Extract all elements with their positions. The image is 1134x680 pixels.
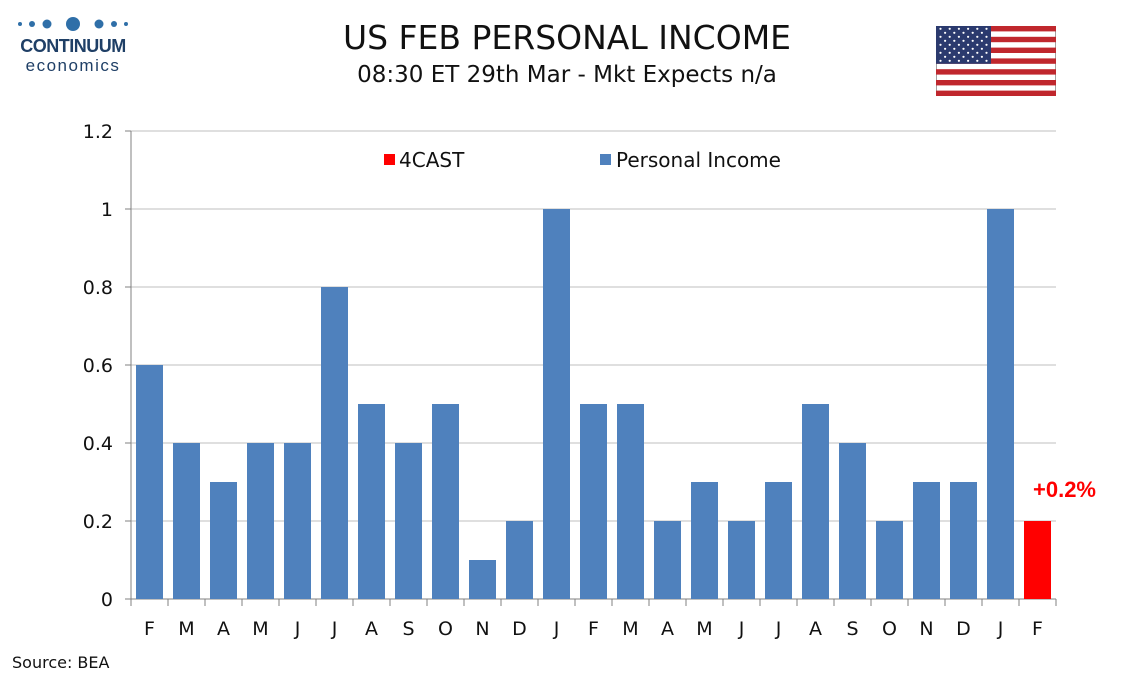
- x-tick-label: N: [475, 618, 489, 640]
- x-tick-label: A: [661, 618, 674, 640]
- x-tick-label: J: [738, 618, 745, 640]
- x-tick-label: S: [846, 618, 858, 640]
- continuum-logo: CONTINUUM economics: [14, 14, 134, 75]
- legend-label-4cast: 4CAST: [399, 148, 465, 172]
- x-tick-label: O: [882, 618, 897, 640]
- x-tick-label: A: [217, 618, 230, 640]
- bar-personal-income: [432, 404, 459, 599]
- logo-dots-icon: [18, 17, 128, 31]
- x-tick-label: F: [144, 618, 155, 640]
- x-tick-label: D: [956, 618, 971, 640]
- x-tick-label: M: [696, 618, 712, 640]
- legend-label-personal-income: Personal Income: [616, 148, 781, 172]
- y-tick-label: 0.2: [83, 511, 113, 533]
- x-tick-label: N: [919, 618, 933, 640]
- us-flag-icon: [936, 26, 1056, 96]
- bar-personal-income: [321, 287, 348, 599]
- x-tick-label: J: [294, 618, 301, 640]
- bar-personal-income: [617, 404, 644, 599]
- bar-personal-income: [876, 521, 903, 599]
- bar-personal-income: [950, 482, 977, 599]
- x-tick-label: O: [438, 618, 453, 640]
- x-tick-label: J: [331, 618, 338, 640]
- x-tick-label: A: [809, 618, 822, 640]
- x-tick-label: S: [402, 618, 414, 640]
- x-tick-label: J: [997, 618, 1004, 640]
- logo-name: CONTINUUM: [20, 36, 126, 56]
- legend-swatch-4cast: [384, 154, 395, 165]
- y-tick-label: 1.2: [83, 121, 113, 143]
- y-tick-label: 0.8: [83, 277, 113, 299]
- page-title: US FEB PERSONAL INCOME: [342, 18, 792, 57]
- y-tick-label: 1: [101, 199, 113, 221]
- y-tick-label: 0.4: [83, 433, 113, 455]
- bar-personal-income: [136, 365, 163, 599]
- x-tick-label: M: [622, 618, 638, 640]
- bar-personal-income: [173, 443, 200, 599]
- logo-subtitle: economics: [25, 56, 121, 75]
- bar-personal-income: [802, 404, 829, 599]
- bar-personal-income: [987, 209, 1014, 599]
- y-tick-label: 0: [101, 589, 113, 611]
- source-note: Source: BEA: [12, 653, 110, 672]
- bar-personal-income: [839, 443, 866, 599]
- x-tick-label: F: [588, 618, 599, 640]
- bar-personal-income: [654, 521, 681, 599]
- bar-personal-income: [358, 404, 385, 599]
- bar-personal-income: [580, 404, 607, 599]
- bar-personal-income: [284, 443, 311, 599]
- bar-personal-income: [691, 482, 718, 599]
- bar-personal-income: [210, 482, 237, 599]
- bar-personal-income: [728, 521, 755, 599]
- bar-personal-income: [913, 482, 940, 599]
- bar-4cast: [1024, 521, 1051, 599]
- legend-swatch-personal-income: [600, 154, 611, 165]
- bar-personal-income: [247, 443, 274, 599]
- x-tick-label: M: [178, 618, 194, 640]
- bar-personal-income: [543, 209, 570, 599]
- forecast-annotation: +0.2%: [1033, 477, 1096, 502]
- page-subtitle: 08:30 ET 29th Mar - Mkt Expects n/a: [357, 62, 777, 88]
- x-tick-label: A: [365, 618, 378, 640]
- bar-personal-income: [395, 443, 422, 599]
- bar-personal-income: [765, 482, 792, 599]
- y-tick-label: 0.6: [83, 355, 113, 377]
- x-tick-label: J: [775, 618, 782, 640]
- x-tick-label: D: [512, 618, 527, 640]
- x-tick-label: J: [553, 618, 560, 640]
- x-tick-label: M: [252, 618, 268, 640]
- bar-personal-income: [469, 560, 496, 599]
- bar-personal-income: [506, 521, 533, 599]
- x-tick-label: F: [1032, 618, 1043, 640]
